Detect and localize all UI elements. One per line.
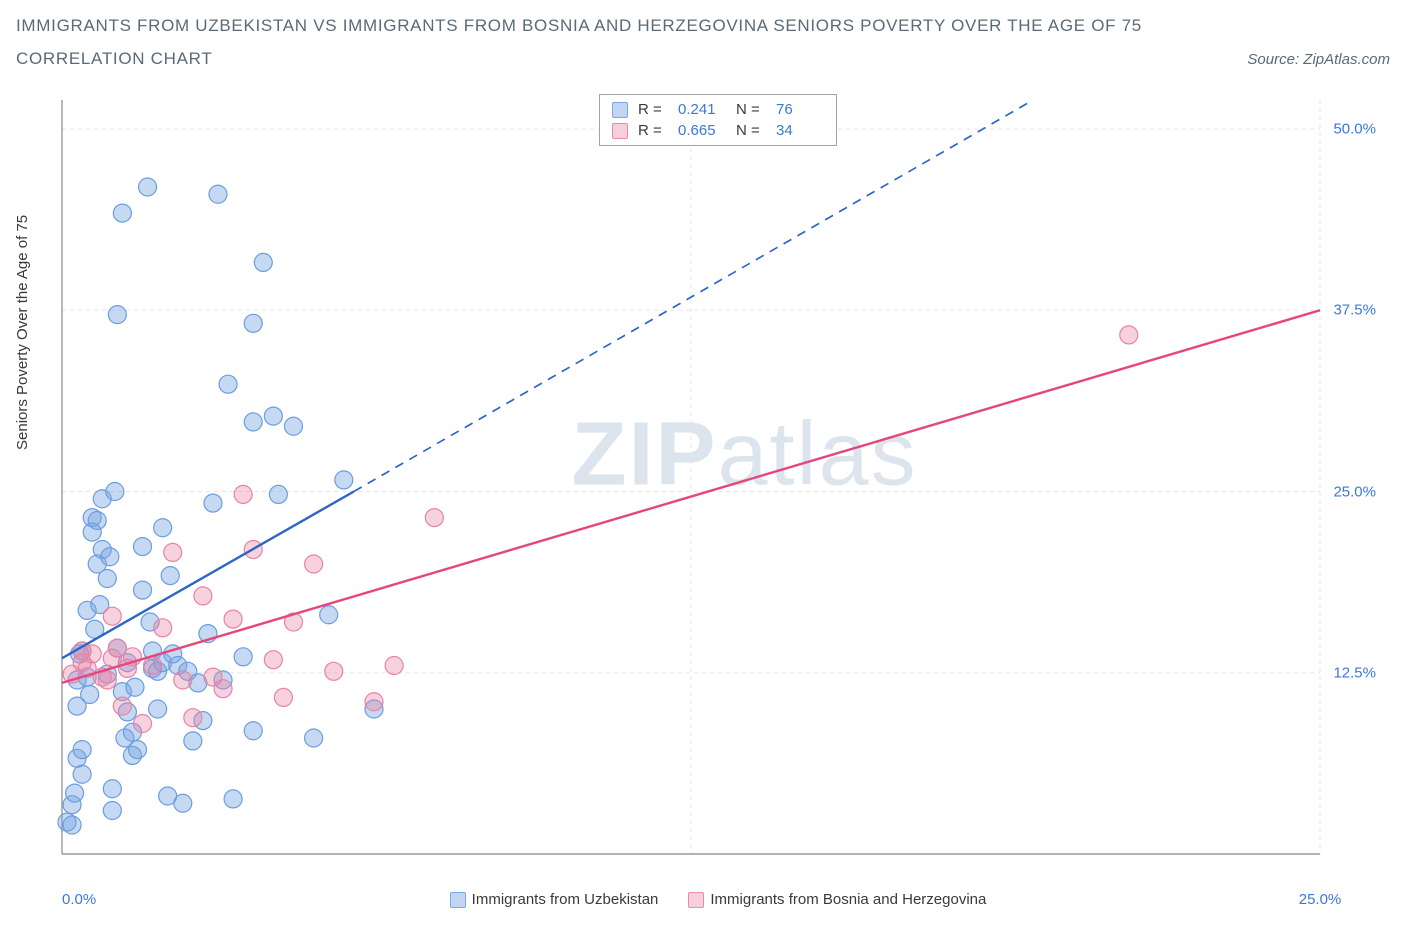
y-tick-label: 25.0% <box>1333 483 1376 500</box>
y-axis-label: Seniors Poverty Over the Age of 75 <box>14 215 31 450</box>
source-prefix: Source: <box>1247 51 1303 68</box>
n-value-uzbekistan: 76 <box>776 101 824 118</box>
y-tick-label: 12.5% <box>1333 664 1376 681</box>
y-tick-label: 37.5% <box>1333 302 1376 319</box>
n-label: N = <box>736 101 766 118</box>
series-legend: Immigrants from Uzbekistan Immigrants fr… <box>54 891 1382 908</box>
source-attribution: Source: ZipAtlas.com <box>1247 51 1390 68</box>
chart-title-line1: IMMIGRANTS FROM UZBEKISTAN VS IMMIGRANTS… <box>16 12 1390 39</box>
source-name: ZipAtlas.com <box>1303 51 1390 68</box>
legend-row-uzbekistan: R = 0.241 N = 76 <box>612 99 824 120</box>
legend-item-uzbekistan: Immigrants from Uzbekistan <box>450 891 659 908</box>
swatch-bosnia <box>688 892 704 908</box>
swatch-uzbekistan <box>612 102 628 118</box>
r-value-bosnia: 0.665 <box>678 122 726 139</box>
n-label: N = <box>736 122 766 139</box>
swatch-bosnia <box>612 123 628 139</box>
chart-title-line2: CORRELATION CHART <box>16 45 212 72</box>
legend-item-bosnia: Immigrants from Bosnia and Herzegovina <box>688 891 986 908</box>
legend-label-bosnia: Immigrants from Bosnia and Herzegovina <box>710 891 986 908</box>
correlation-legend: R = 0.241 N = 76 R = 0.665 N = 34 <box>599 94 837 146</box>
r-value-uzbekistan: 0.241 <box>678 101 726 118</box>
r-label: R = <box>638 122 668 139</box>
legend-row-bosnia: R = 0.665 N = 34 <box>612 120 824 141</box>
scatter-plot <box>54 92 1382 882</box>
legend-label-uzbekistan: Immigrants from Uzbekistan <box>472 891 659 908</box>
chart-area: R = 0.241 N = 76 R = 0.665 N = 34 ZIPatl… <box>54 92 1382 882</box>
r-label: R = <box>638 101 668 118</box>
y-tick-label: 50.0% <box>1333 121 1376 138</box>
n-value-bosnia: 34 <box>776 122 824 139</box>
swatch-uzbekistan <box>450 892 466 908</box>
